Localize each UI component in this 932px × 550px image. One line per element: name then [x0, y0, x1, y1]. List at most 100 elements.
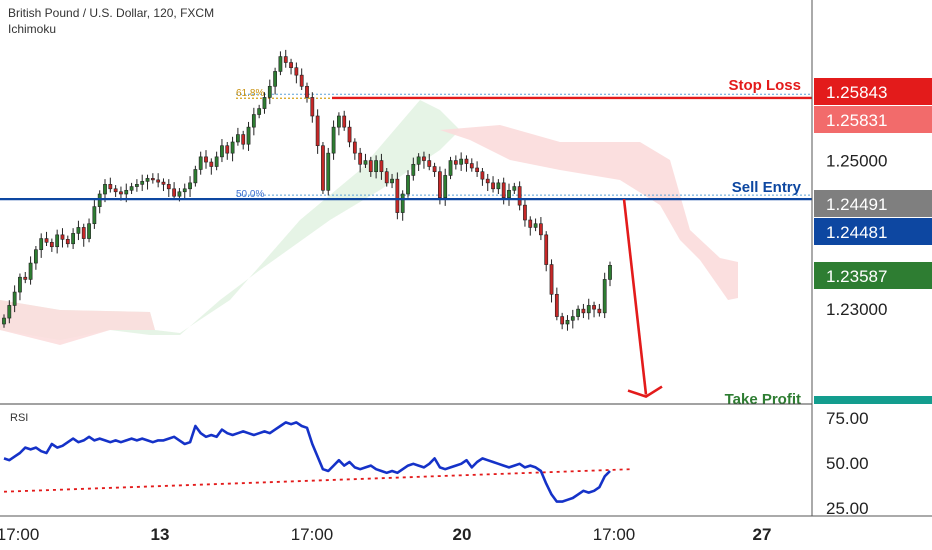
candle-body	[150, 178, 155, 181]
candle-body	[406, 175, 410, 195]
candle	[166, 179, 171, 197]
price-tag-text: 1.23587	[826, 267, 887, 286]
candle-body	[384, 171, 389, 184]
candle-body	[352, 141, 357, 154]
candle	[395, 172, 400, 220]
candle-body	[49, 241, 54, 248]
candle-body	[28, 262, 33, 280]
indicator-name: Ichimoku	[8, 22, 57, 36]
candle	[262, 92, 267, 114]
candle	[193, 165, 198, 187]
candle	[108, 177, 113, 193]
candle	[560, 312, 565, 330]
candle-body	[214, 156, 219, 167]
price-tag: 1.25843	[814, 78, 932, 105]
candle	[352, 138, 357, 160]
candle	[576, 305, 580, 321]
candle	[400, 190, 405, 221]
candle	[241, 130, 246, 150]
candle-body	[501, 182, 506, 199]
candle-body	[586, 305, 591, 314]
candle	[2, 314, 6, 328]
candle-body	[156, 179, 161, 183]
candle-body	[480, 171, 485, 180]
candle-body	[464, 158, 469, 164]
candle	[448, 156, 453, 180]
candle-body	[71, 233, 75, 245]
rsi-tick-label: 50.00	[826, 454, 869, 473]
candle	[374, 155, 378, 179]
candle	[342, 110, 347, 131]
candle	[305, 82, 309, 103]
candle	[379, 153, 384, 180]
candle-body	[400, 193, 405, 213]
candle	[496, 179, 501, 194]
candle	[411, 157, 416, 181]
candle	[390, 173, 394, 189]
candle-body	[294, 67, 299, 76]
time-tick-label: 27	[753, 525, 772, 544]
candle	[39, 233, 44, 258]
price-tag-bg	[814, 190, 932, 217]
candle-body	[55, 234, 60, 248]
candle-body	[443, 175, 448, 199]
candle	[251, 107, 256, 136]
candle	[331, 120, 336, 160]
candle	[182, 183, 187, 199]
candle-body	[512, 186, 517, 191]
candle	[273, 67, 277, 95]
fib-label: 61.8%	[236, 88, 264, 99]
candle-body	[597, 308, 602, 314]
candle	[523, 198, 527, 227]
candle-body	[97, 193, 102, 207]
candle	[97, 190, 102, 214]
candle-body	[76, 227, 81, 234]
candle-body	[23, 276, 28, 280]
price-tag-bg	[814, 106, 932, 133]
candle	[71, 228, 75, 249]
sell-entry-label: Sell Entry	[732, 179, 802, 196]
projection-arrow	[622, 198, 648, 395]
candle-body	[337, 115, 341, 128]
price-tag: 1.23587	[814, 262, 932, 289]
candle	[198, 151, 203, 175]
fib-label: 50.0%	[236, 189, 264, 200]
candle-body	[347, 126, 352, 143]
time-tick-label: 13	[151, 525, 170, 544]
candle-body	[124, 189, 129, 195]
candle	[453, 155, 458, 170]
candle-body	[166, 184, 171, 190]
candle-body	[592, 305, 596, 310]
candle-body	[198, 156, 203, 170]
candle-body	[209, 161, 214, 167]
candle-body	[453, 160, 458, 165]
candle	[246, 121, 251, 151]
candle-body	[422, 156, 426, 161]
candle	[422, 151, 426, 169]
candle-body	[7, 305, 12, 319]
candle-body	[182, 188, 187, 193]
candle-body	[602, 279, 607, 314]
price-tick-label: 1.25000	[826, 152, 887, 171]
candle	[236, 127, 240, 146]
candle	[289, 58, 293, 75]
candle-body	[177, 191, 182, 197]
candle-body	[608, 265, 612, 280]
candle	[337, 112, 341, 136]
candle	[76, 220, 81, 241]
candle	[321, 142, 325, 194]
candle-body	[236, 134, 240, 143]
candle	[60, 228, 65, 248]
candle-body	[368, 160, 373, 173]
candle	[81, 223, 86, 247]
candle-body	[507, 189, 511, 199]
candle	[299, 68, 304, 90]
candle	[475, 161, 479, 177]
candle-body	[544, 234, 549, 265]
arrow-head	[627, 385, 663, 398]
candle	[214, 151, 219, 171]
candle	[28, 256, 33, 285]
chart-title: British Pound / U.S. Dollar, 120, FXCM	[8, 6, 215, 20]
candle	[283, 49, 288, 68]
